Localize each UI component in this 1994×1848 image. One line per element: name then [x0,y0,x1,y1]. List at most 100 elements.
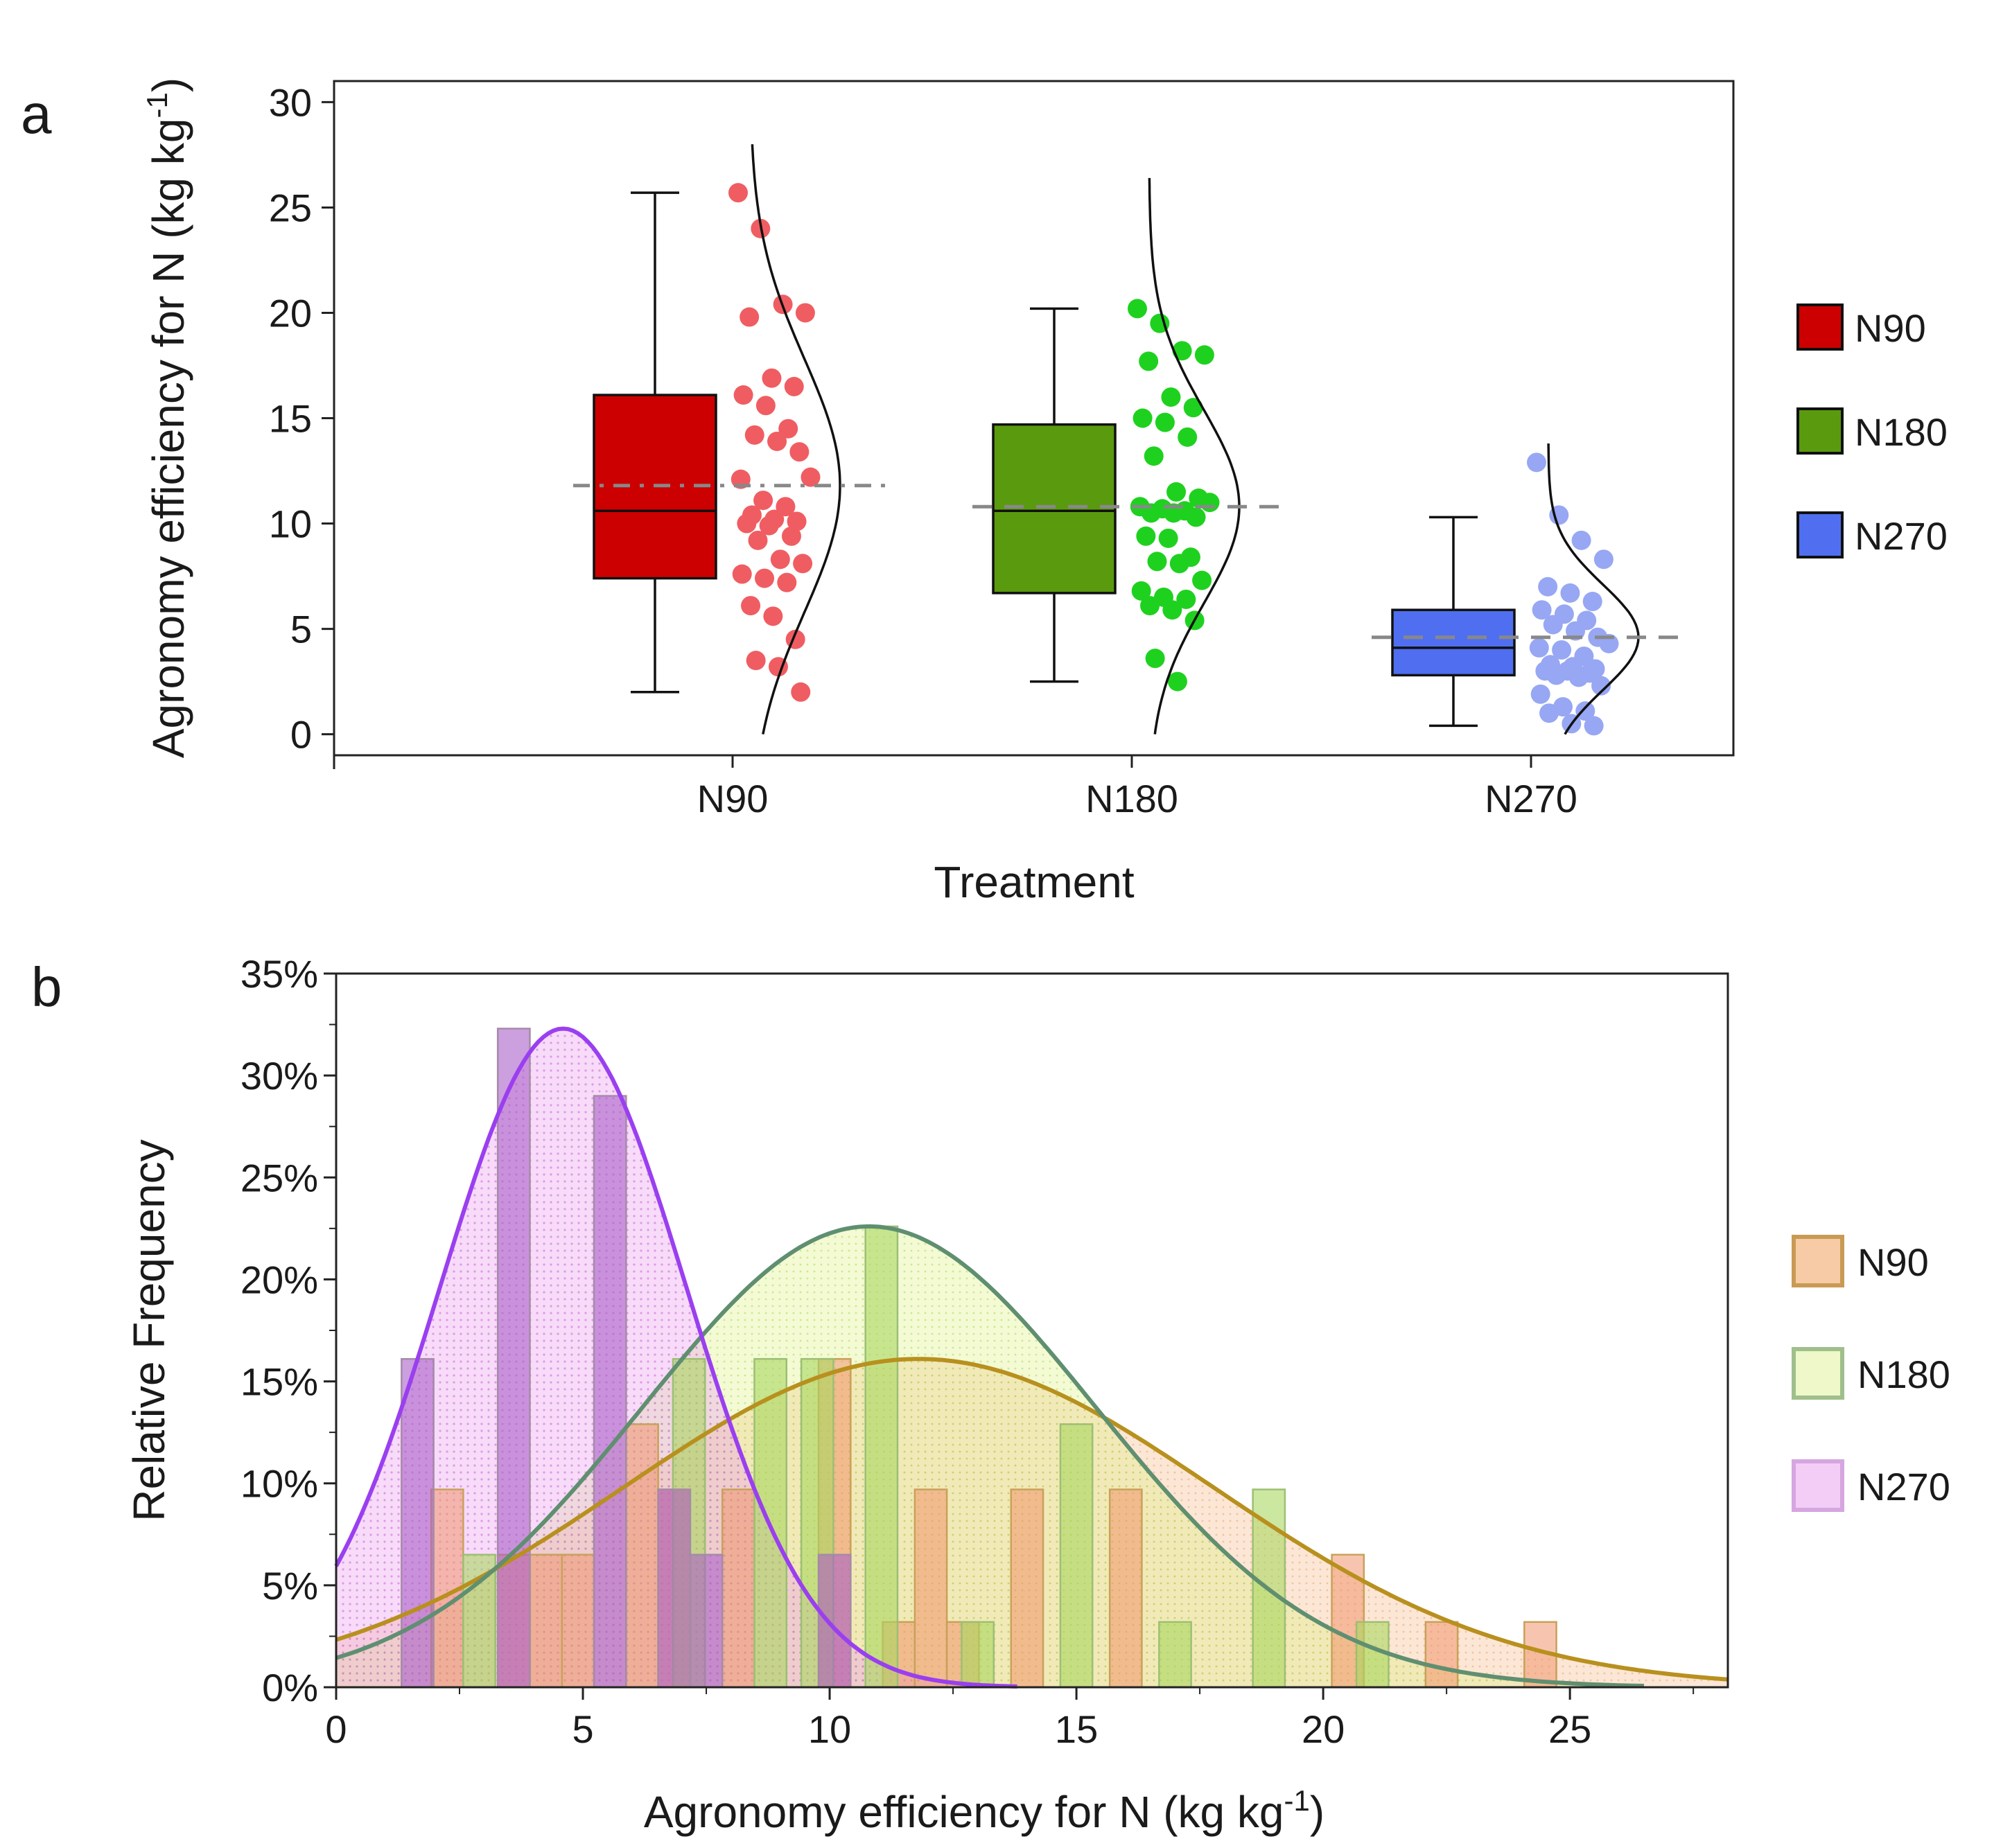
panel-a-plot-frame [333,80,1735,757]
legend-label-n90: N90 [1855,306,1926,350]
data-point [789,442,810,462]
data-point [1158,528,1178,548]
legend-swatch-n90 [1796,303,1844,351]
data-point [1584,716,1604,736]
data-point [801,467,821,487]
histogram-bar-n90 [913,1488,948,1689]
panel-a-marks [573,144,1690,736]
data-point [1192,570,1212,590]
histogram-bar-n90 [721,1488,755,1689]
data-point [759,516,779,536]
data-point [777,572,797,592]
histogram-bar-n270 [689,1554,724,1689]
data-point [1145,649,1165,669]
panel-b-y-axis: 0% 5% 10% 15% 20% 25% 30% 35% [240,952,336,1709]
data-point [1546,665,1566,685]
y-tick-label: 10 [269,502,312,546]
data-point [732,564,752,584]
data-point [728,183,748,203]
legend-swatch-n270 [1792,1459,1844,1512]
x-tick-label: N270 [1485,777,1577,820]
y-tick-label: 20% [240,1258,318,1301]
x-tick-label: 5 [572,1707,593,1751]
data-point [1560,583,1580,603]
box-iqr [992,423,1117,595]
panel-a-y-axis-title: Agronomy efficiency for N (kg kg-1) [141,78,193,758]
data-point [755,396,776,416]
y-tick-label: 30% [240,1054,318,1098]
data-point [746,651,766,671]
panel-a: a 0 5 10 15 20 25 30 N90 N180 N270 Agronomy effi… [21,78,1948,907]
histogram-bar-n180 [864,1225,899,1689]
y-tick-label: 5 [290,608,312,651]
histogram-bar-n180 [961,1621,995,1689]
box-group-n270 [1372,443,1690,736]
panel-b-legend: N90 N180 N270 [1792,1235,1950,1512]
data-point [776,497,796,517]
x-tick-label: 10 [808,1707,851,1751]
histogram-bar-n90 [1424,1621,1459,1689]
density-curve [751,144,841,734]
y-tick-label: 10% [240,1462,318,1506]
data-point [755,568,774,588]
data-point [1200,493,1220,513]
box-group-n180 [972,177,1291,734]
data-point [762,368,782,388]
data-point [1136,526,1156,546]
y-tick-label: 25% [240,1156,318,1199]
data-point [770,549,790,570]
legend-label-n270: N270 [1855,514,1948,558]
data-point [740,307,760,327]
data-point [781,526,801,546]
panel-b-x-axis-title: Agronomy efficiency for N (kg kg-1) [644,1784,1324,1837]
panel-b-x-axis: 0 5 10 15 20 25 [325,1687,1695,1751]
data-point [1539,703,1559,723]
data-point [1568,667,1589,687]
data-point [787,511,807,531]
panel-a-y-axis: 0 5 10 15 20 25 30 [269,80,334,757]
data-point [753,491,773,511]
data-point [748,530,768,550]
data-point [744,425,764,445]
histogram-bar-n90 [529,1554,563,1689]
data-point [1543,615,1563,635]
data-point [1162,600,1182,620]
y-tick-label: 15 [269,397,312,441]
density-curve [1547,443,1640,735]
data-point [1167,671,1187,692]
panel-a-x-axis-title: Treatment [934,857,1135,907]
data-point [1166,482,1187,502]
histogram-bar-n270 [401,1357,435,1689]
histogram-bar-n180 [1059,1423,1094,1689]
data-point [1582,592,1602,612]
data-point [733,385,753,405]
legend-swatch-n180 [1792,1347,1844,1400]
data-point [1178,427,1198,447]
data-point [1527,452,1546,473]
data-point [737,513,757,534]
histogram-bar-n180 [1355,1621,1390,1689]
data-point [791,682,811,702]
density-curve [1148,177,1241,734]
histogram-bar-n270 [593,1095,627,1689]
x-tick-label: 0 [325,1707,347,1751]
histogram-bar-n180 [1158,1621,1192,1689]
panel-b-y-axis-title: Relative Frequency [124,1139,174,1521]
x-tick-label: 15 [1055,1707,1098,1751]
y-tick-label: 35% [240,952,318,996]
data-point [1144,446,1164,466]
box-group-n90 [573,144,892,734]
data-point [784,376,804,396]
panel-b-marks [334,1026,1729,1689]
data-point [1186,507,1206,527]
data-point [778,419,798,439]
data-point [1176,589,1196,609]
y-tick-label: 30 [269,80,312,124]
data-point [1529,637,1549,658]
data-point [1172,341,1192,361]
y-tick-label: 0 [290,713,312,757]
data-point [1128,299,1147,319]
normal-curve-n90 [335,1357,1729,1682]
data-point [1591,676,1611,696]
